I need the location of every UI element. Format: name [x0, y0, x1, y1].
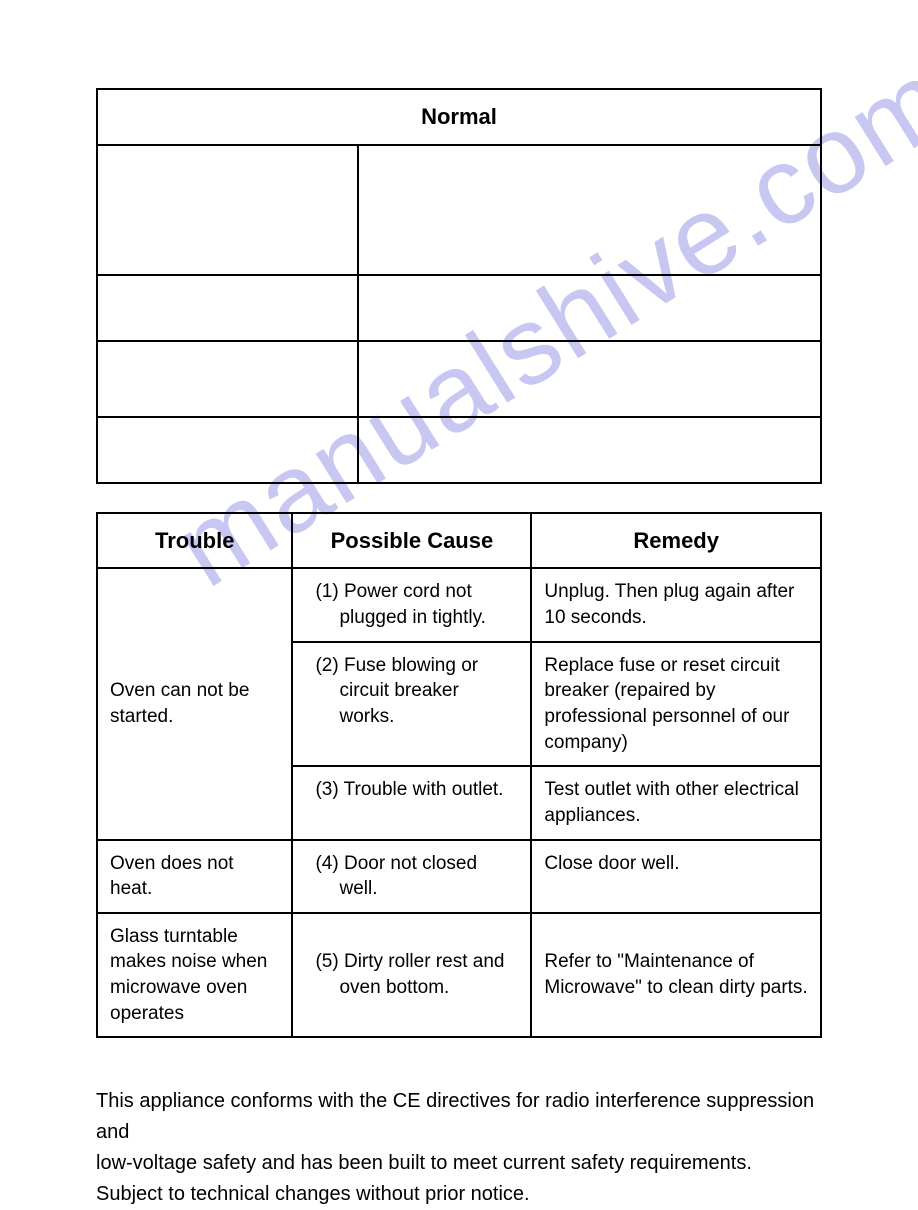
footer-line: Subject to technical changes without pri…	[96, 1179, 822, 1210]
footer-line: This appliance conforms with the CE dire…	[96, 1086, 822, 1148]
cause-cell: (1) Power cord not plugged in tightly.	[292, 568, 531, 641]
trouble-table: Trouble Possible Cause Remedy Oven can n…	[96, 512, 822, 1039]
trouble-header-remedy: Remedy	[531, 513, 821, 569]
remedy-cell: Unplug. Then plug again after 10 seconds…	[531, 568, 821, 641]
trouble-header-cause: Possible Cause	[292, 513, 531, 569]
normal-table-header: Normal	[97, 89, 821, 145]
normal-table-cell	[358, 341, 821, 417]
cause-text: (2) Fuse blowing or circuit breaker work…	[305, 653, 518, 730]
cause-text: (1) Power cord not plugged in tightly.	[305, 579, 518, 630]
normal-table-cell	[97, 145, 358, 275]
normal-table: Normal	[96, 88, 822, 484]
normal-table-cell	[358, 417, 821, 483]
normal-table-cell	[97, 417, 358, 483]
cause-cell: (2) Fuse blowing or circuit breaker work…	[292, 642, 531, 767]
footer-paragraph: This appliance conforms with the CE dire…	[96, 1086, 822, 1210]
remedy-cell: Test outlet with other electrical applia…	[531, 766, 821, 839]
trouble-cell: Oven can not be started.	[97, 568, 292, 839]
cause-cell: (3) Trouble with outlet.	[292, 766, 531, 839]
cause-cell: (4) Door not closed well.	[292, 840, 531, 913]
normal-table-cell	[97, 341, 358, 417]
remedy-cell: Close door well.	[531, 840, 821, 913]
trouble-header-trouble: Trouble	[97, 513, 292, 569]
page-content: Normal Trouble Possible Cause Remedy Ove…	[96, 88, 822, 1210]
footer-line: low-voltage safety and has been built to…	[96, 1148, 822, 1179]
trouble-cell: Oven does not heat.	[97, 840, 292, 913]
cause-text: (4) Door not closed well.	[305, 851, 518, 902]
normal-table-cell	[97, 275, 358, 341]
trouble-cell: Glass turntable makes noise when microwa…	[97, 913, 292, 1038]
cause-text: (3) Trouble with outlet.	[305, 777, 518, 803]
remedy-cell: Replace fuse or reset circuit breaker (r…	[531, 642, 821, 767]
remedy-cell: Refer to "Maintenance of Microwave" to c…	[531, 913, 821, 1038]
normal-table-cell	[358, 145, 821, 275]
cause-text: (5) Dirty roller rest and oven bottom.	[305, 949, 518, 1000]
cause-cell: (5) Dirty roller rest and oven bottom.	[292, 913, 531, 1038]
normal-table-cell	[358, 275, 821, 341]
